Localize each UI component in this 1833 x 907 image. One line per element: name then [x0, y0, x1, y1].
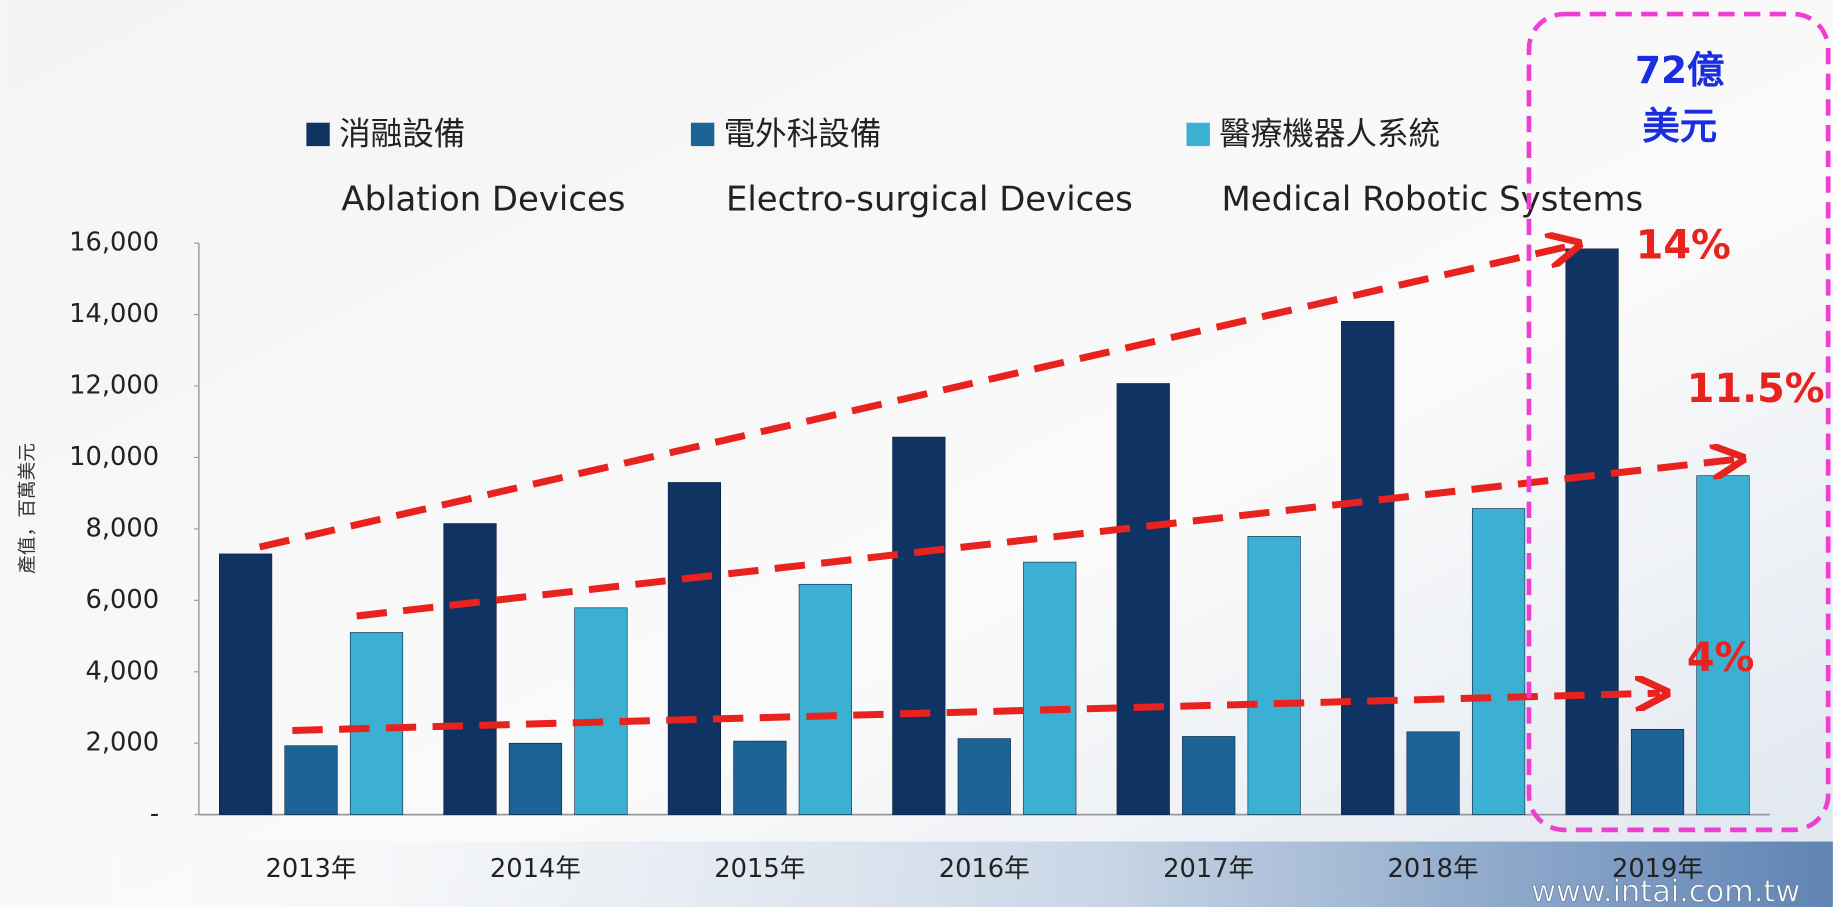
legend-swatch — [1186, 122, 1210, 147]
bar — [508, 742, 563, 815]
bar — [1116, 383, 1170, 815]
bar — [1341, 321, 1395, 815]
x-tick-label: 2018年 — [1388, 854, 1479, 884]
y-tick-label: 16,000 — [69, 228, 159, 258]
trend-arrow — [258, 245, 1573, 551]
highlight-box — [1526, 11, 1831, 833]
legend-label: 電外科設備 — [724, 117, 882, 153]
bar — [1471, 508, 1526, 815]
bar — [349, 632, 404, 815]
legend-label: 消融設備 — [339, 117, 465, 153]
growth-label: 11.5% — [1687, 366, 1825, 412]
x-tick-label: 2014年 — [490, 854, 581, 884]
bar — [1247, 536, 1301, 815]
growth-label: 14% — [1636, 222, 1731, 268]
x-tick-label: 2017年 — [1163, 854, 1254, 884]
x-tick-label: 2015年 — [714, 854, 805, 884]
footer-band — [0, 841, 1833, 907]
bar — [1630, 728, 1685, 815]
bar — [1182, 736, 1236, 815]
x-tick-label: 2013年 — [265, 854, 356, 884]
legend-swatch — [690, 122, 715, 147]
bar — [733, 740, 787, 815]
legend-sublabel: Electro-surgical Devices — [726, 180, 1133, 219]
bar — [957, 738, 1011, 815]
bar — [284, 745, 338, 815]
y-axis-label: 產值，百萬美元 — [18, 443, 39, 574]
highlight-text: 美元 — [1642, 104, 1717, 148]
legend-label: 醫療機器人系統 — [1219, 117, 1440, 153]
growth-label: 4% — [1687, 635, 1754, 681]
legend-sublabel: Ablation Devices — [341, 180, 625, 219]
bar — [443, 523, 497, 815]
bar — [1406, 731, 1460, 815]
bar — [1565, 248, 1619, 815]
y-tick-label: 6,000 — [86, 585, 160, 615]
bar — [1023, 561, 1077, 815]
source-text: www.intai.com.tw — [1531, 874, 1800, 907]
y-tick-label: - — [150, 799, 159, 829]
x-tick-label: 2016年 — [939, 854, 1030, 884]
bar — [219, 553, 273, 815]
y-tick-label: 2,000 — [86, 728, 160, 758]
bar — [798, 583, 852, 815]
trend-arrow — [292, 693, 1660, 735]
bar — [667, 482, 722, 815]
bar — [892, 436, 946, 815]
legend-swatch — [306, 122, 330, 147]
x-tick-label: 2019年 — [1612, 854, 1703, 884]
bar — [574, 607, 628, 815]
highlight-text: 72億 — [1635, 48, 1724, 92]
y-tick-label: 12,000 — [69, 371, 159, 401]
legend-sublabel: Medical Robotic Systems — [1222, 180, 1644, 219]
y-tick-label: 10,000 — [69, 442, 159, 472]
bar — [1696, 475, 1750, 815]
y-tick-label: 4,000 — [86, 656, 160, 686]
y-tick-label: 8,000 — [86, 513, 160, 543]
y-tick-label: 14,000 — [69, 299, 159, 329]
